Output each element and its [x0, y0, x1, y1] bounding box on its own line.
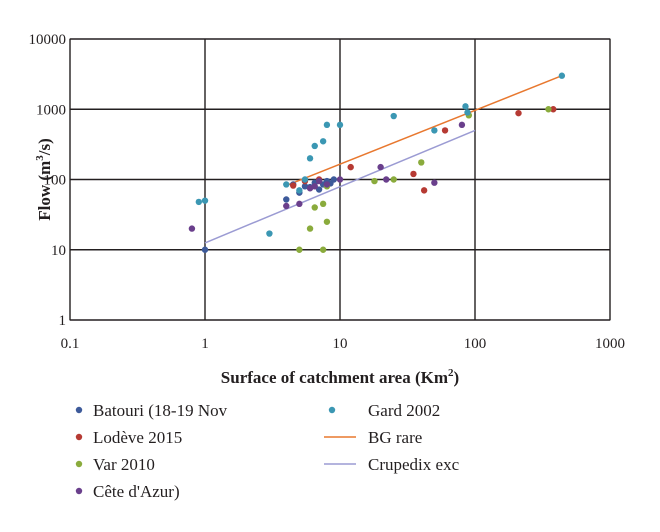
series-c-te-d-azur-	[188, 121, 466, 232]
x-axis-title-end: )	[454, 368, 460, 387]
legend-marker	[75, 433, 83, 441]
x-axis-title-sup: 2	[448, 367, 454, 379]
data-point	[515, 109, 522, 117]
legend: Batouri (18-19 Nov Lodève 2015 Var 2010 Cêt…	[75, 401, 460, 501]
legend-item: Gard 2002	[328, 401, 440, 420]
data-point	[289, 182, 297, 189]
data-point	[441, 127, 449, 134]
data-point	[431, 127, 438, 134]
data-point	[201, 246, 209, 253]
data-point	[188, 225, 196, 232]
legend-label: BG rare	[368, 428, 422, 447]
data-point	[296, 187, 303, 194]
data-point	[390, 112, 397, 120]
legend-marker	[75, 460, 83, 468]
legend-item: Var 2010	[75, 455, 155, 474]
legend-marker	[75, 406, 83, 414]
legend-marker	[328, 406, 336, 414]
data-point	[558, 72, 566, 79]
data-point	[371, 177, 378, 185]
data-point	[195, 198, 203, 206]
data-point	[377, 163, 384, 171]
data-point	[319, 246, 327, 253]
x-tick-label: 10	[333, 336, 348, 352]
data-point	[347, 163, 354, 171]
data-point	[283, 196, 290, 203]
series-crupedix-exc	[204, 129, 476, 244]
legend-label: Crupedix exc	[368, 455, 460, 474]
data-point	[550, 106, 557, 113]
y-axis-title-main: Flow (m	[35, 161, 54, 221]
legend-item: Batouri (18-19 Nov	[75, 401, 228, 420]
data-point	[283, 202, 290, 210]
y-tick-label: 1000	[36, 102, 66, 118]
data-point	[306, 155, 314, 162]
plot-frame	[69, 38, 611, 321]
data-point	[319, 200, 327, 208]
data-point	[301, 183, 309, 190]
y-axis-title-end: /s)	[35, 138, 54, 156]
x-tick-label: 100	[464, 336, 487, 352]
data-point	[383, 176, 390, 183]
data-point	[301, 176, 309, 183]
y-tick-label: 100	[44, 173, 67, 189]
y-tick-label: 10	[51, 243, 66, 259]
data-point	[410, 170, 417, 178]
data-point	[323, 121, 331, 129]
series-lod-ve-2015	[289, 106, 557, 194]
data-point	[311, 204, 318, 211]
data-point	[458, 121, 466, 129]
x-axis-title: Surface of catchment area (Km2)	[221, 367, 459, 387]
legend-label: Cête d'Azur)	[93, 482, 180, 501]
data-point	[283, 181, 290, 188]
data-point	[420, 187, 428, 194]
legend-label: Gard 2002	[368, 401, 440, 420]
data-point	[330, 176, 338, 183]
data-point	[462, 103, 469, 110]
data-point	[418, 159, 425, 166]
legend-item: Cête d'Azur)	[75, 482, 180, 501]
x-tick-label: 0.1	[61, 336, 80, 352]
legend-label: Var 2010	[93, 455, 155, 474]
x-axis-title-main: Surface of catchment area (Km	[221, 368, 448, 387]
data-point	[315, 177, 323, 185]
legend-item: Lodève 2015	[75, 428, 182, 447]
legend-label: Lodève 2015	[93, 428, 182, 447]
data-point	[336, 121, 344, 129]
x-tick-label: 1000	[595, 336, 625, 352]
x-tick-label: 1	[201, 336, 209, 352]
y-axis-title-sup: 3	[34, 155, 46, 161]
data-point	[311, 142, 318, 150]
series-gard-2002	[195, 72, 566, 237]
series-layer	[188, 72, 566, 253]
series-bg-rare	[286, 75, 563, 187]
data-point	[323, 181, 331, 188]
data-point	[266, 230, 273, 237]
data-point	[296, 246, 303, 253]
data-point	[201, 197, 209, 204]
legend-item: Crupedix exc	[324, 455, 460, 474]
y-axis-title: Flow (m3/s)	[34, 138, 54, 220]
legend-marker	[75, 487, 83, 495]
trend-line	[204, 129, 476, 244]
data-point	[296, 200, 303, 208]
data-point	[323, 218, 331, 225]
data-point	[464, 109, 471, 116]
y-tick-label: 10000	[29, 32, 67, 48]
tick-labels: 0.1 1 10 100 1000 1 10 100 1000 10000	[29, 32, 626, 352]
legend-item: BG rare	[324, 428, 422, 447]
y-tick-label: 1	[59, 313, 67, 329]
trend-line	[286, 75, 563, 187]
data-point	[319, 138, 327, 145]
legend-label: Batouri (18-19 Nov	[93, 401, 228, 420]
data-point	[431, 179, 438, 186]
data-point	[336, 176, 344, 183]
data-point	[306, 225, 314, 232]
data-point	[311, 183, 318, 190]
data-point	[545, 106, 552, 113]
data-point	[390, 176, 397, 183]
